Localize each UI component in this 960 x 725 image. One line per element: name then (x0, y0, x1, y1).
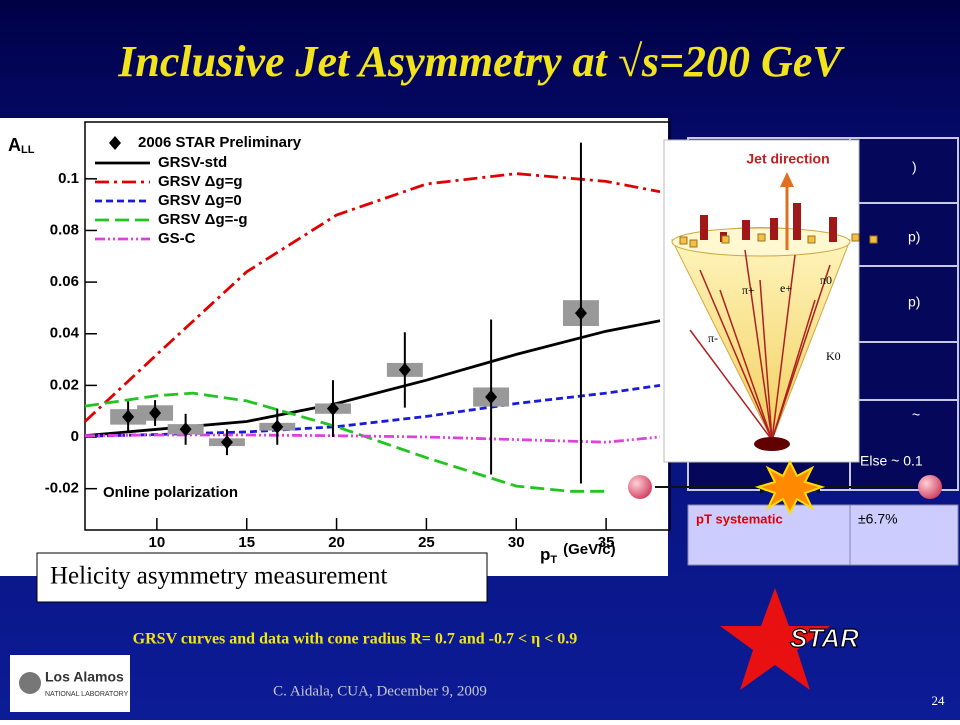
x-tick-label: 15 (238, 534, 255, 551)
legend-marker (109, 136, 121, 150)
legend-label: GRSV Δg=0 (158, 192, 242, 209)
subtitle: GRSV curves and data with cone radius R=… (133, 631, 578, 648)
star-logo-shape (720, 588, 830, 690)
table-cell: p) (908, 229, 920, 245)
x-axis-label-sub: T (550, 554, 557, 566)
y-tick-label: -0.02 (45, 480, 79, 497)
proton (918, 475, 942, 499)
y-axis-label-main: A (8, 135, 21, 155)
chart-panel (0, 118, 668, 576)
data-point (574, 306, 587, 321)
table-cell: ±6.7% (858, 511, 898, 527)
caption-box (36, 552, 488, 603)
x-tick-label: 25 (418, 534, 435, 551)
burst (754, 459, 826, 516)
jet-arrowhead (780, 172, 794, 187)
x-axis-label-main: p (540, 545, 550, 564)
data-point (271, 419, 284, 434)
plot: -0.02 0 0.02 0.04 0.06 0.08 0.1 10 15 20 25 30 35 ALL… (8, 121, 671, 566)
table-cell: ~ (912, 407, 920, 423)
data-point (485, 390, 498, 405)
data-point (326, 401, 339, 416)
curve (84, 433, 661, 444)
page-number: 24 (932, 693, 946, 708)
legend-label: GRSV Δg=-g (158, 211, 248, 228)
jet-diagram: Jet direction π+ e+ π0 π- K0 (663, 139, 878, 463)
y-tick-label: 0 (71, 428, 79, 445)
x-tick-label: 35 (598, 534, 615, 551)
systematic-row (687, 504, 959, 566)
curve (84, 384, 661, 438)
logo-text: Los Alamos (45, 669, 124, 685)
footer: C. Aidala, CUA, December 9, 2009 (273, 683, 487, 699)
logo-mark (19, 672, 41, 694)
y-axis-label: ALL (8, 135, 35, 156)
x-tick-label: 20 (328, 534, 345, 551)
data-point (398, 362, 411, 377)
y-axis-label-sub: LL (21, 144, 35, 156)
data-point (179, 422, 192, 437)
annotation: Online polarization (103, 484, 238, 501)
table-cell: p) (908, 294, 920, 310)
proton (628, 475, 652, 499)
particle-label: π- (708, 331, 718, 345)
particle-label: K0 (826, 349, 841, 363)
collision (628, 459, 942, 516)
cone-top (671, 227, 851, 257)
x-tick-label: 10 (149, 534, 166, 551)
legend-label: 2006 STAR Preliminary (138, 134, 302, 151)
slide-title: Inclusive Jet Asymmetry at √s=200 GeV (117, 37, 845, 86)
caption: Helicity asymmetry measurement (50, 563, 387, 590)
y-tick-label: 0.04 (50, 325, 80, 342)
diagram-title: Jet direction (746, 151, 829, 167)
vertex (754, 437, 790, 451)
legend-label: GRSV-std (158, 154, 227, 171)
table-cell: pT systematic (696, 511, 783, 526)
particle-label: π+ (742, 283, 755, 297)
x-tick-label: 30 (508, 534, 525, 551)
x-axis-label-unit: (GeV/c) (563, 541, 616, 558)
tracks (689, 249, 831, 441)
legend-label: GS-C (158, 230, 196, 247)
curve (84, 172, 661, 423)
y-tick-label: 0.02 (50, 376, 79, 393)
legend-label: GRSV Δg=g (158, 173, 243, 190)
curve (84, 391, 607, 493)
data-point (122, 409, 135, 424)
data-point (149, 406, 162, 421)
y-tick-label: 0.08 (50, 221, 79, 238)
table-cell: ) (912, 159, 917, 175)
y-tick-label: 0.1 (58, 170, 79, 187)
table-cell: Else ~ 0.1 (860, 453, 923, 469)
data-point (220, 435, 233, 450)
towers-small (679, 233, 878, 248)
star-logo-text: STAR (790, 623, 859, 653)
particle-label: e+ (780, 281, 792, 295)
particle-label: π0 (820, 273, 832, 287)
y-tick-label: 0.06 (50, 273, 79, 290)
logo-text: NATIONAL LABORATORY (45, 691, 129, 698)
x-axis-label: pT (GeV/c) (540, 541, 616, 566)
